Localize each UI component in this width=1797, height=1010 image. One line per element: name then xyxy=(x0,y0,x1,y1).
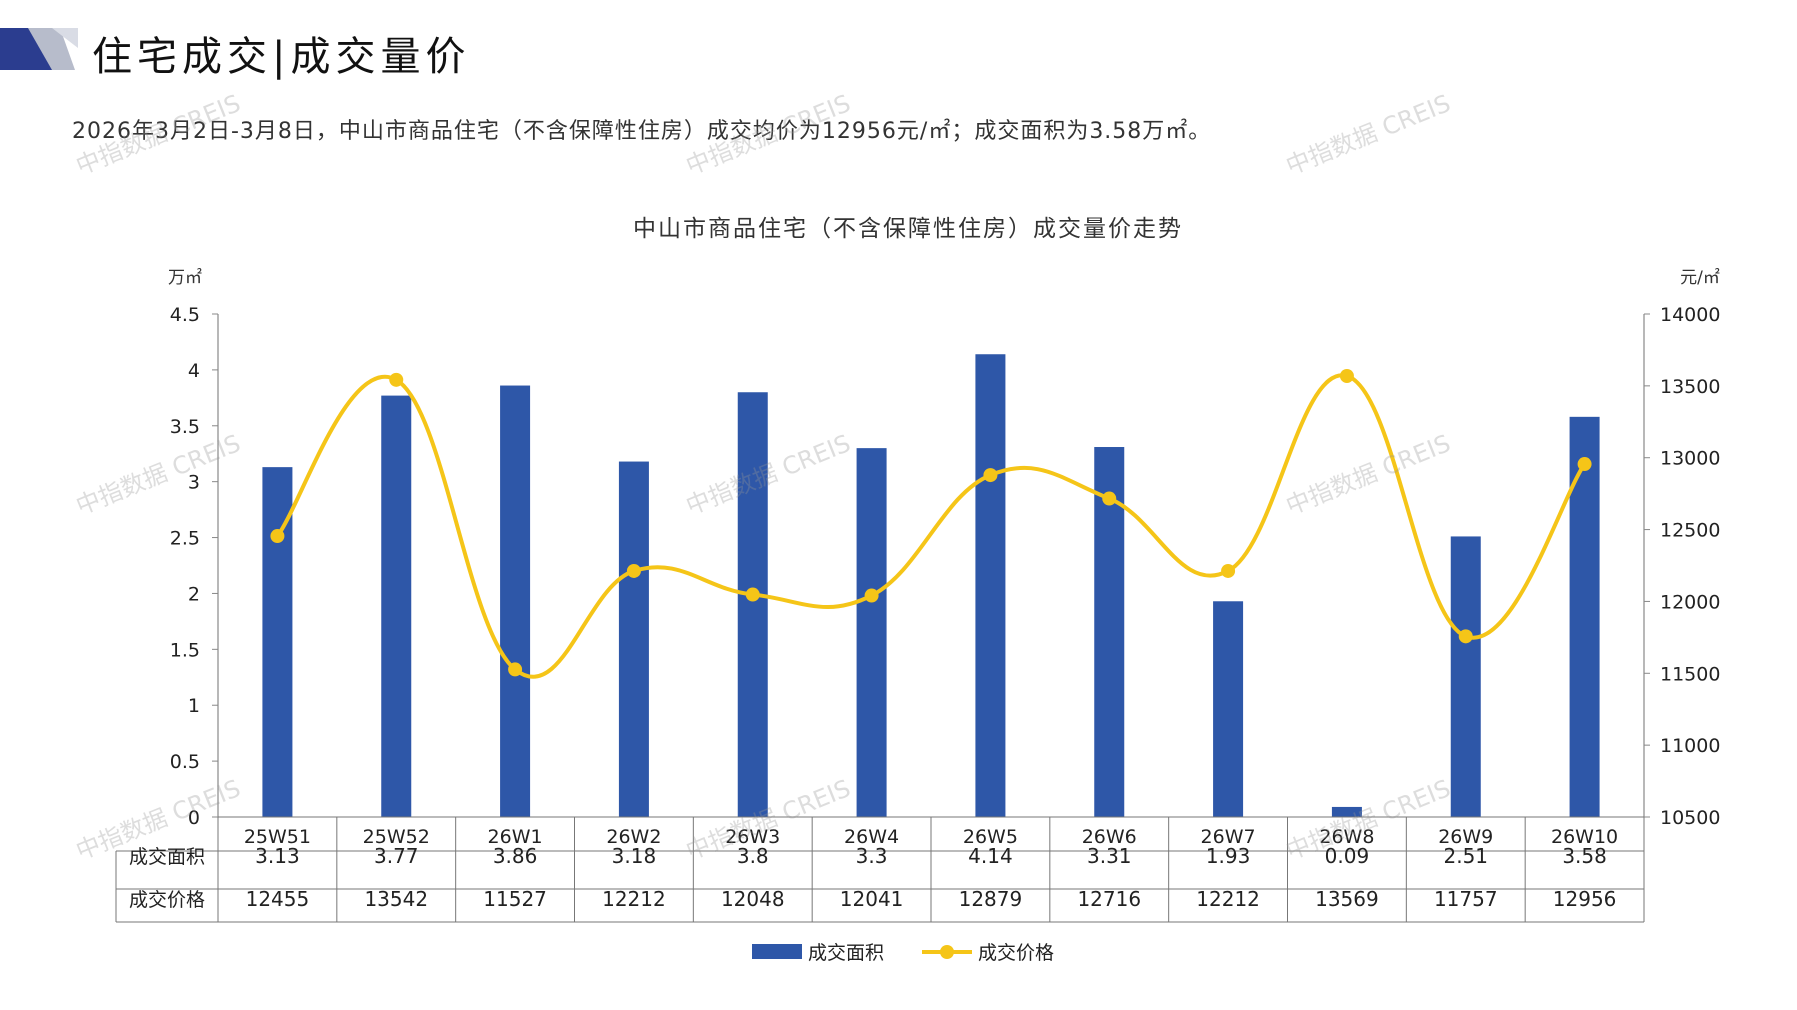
right-tick-label: 13500 xyxy=(1660,376,1720,398)
price-value: 11757 xyxy=(1434,887,1498,911)
right-tick-label: 12000 xyxy=(1660,591,1720,613)
price-point-26W1 xyxy=(508,662,523,677)
category-label: 25W51 xyxy=(244,826,311,848)
right-axis-unit: 元/㎡ xyxy=(1680,268,1720,288)
right-tick-label: 14000 xyxy=(1660,304,1720,326)
price-value: 12212 xyxy=(1196,887,1260,911)
right-tick-label: 12500 xyxy=(1660,520,1720,542)
price-value: 11527 xyxy=(483,887,547,911)
category-label: 26W8 xyxy=(1319,826,1374,848)
price-point-26W6 xyxy=(1102,491,1117,506)
left-tick-label: 3.5 xyxy=(170,416,200,438)
left-tick-label: 1 xyxy=(188,695,200,717)
chart-title: 中山市商品住宅（不含保障性住房）成交量价走势 xyxy=(633,216,1183,242)
price-point-26W4 xyxy=(864,588,879,603)
price-point-26W5 xyxy=(983,468,998,483)
left-tick-label: 2.5 xyxy=(170,528,200,550)
price-point-25W52 xyxy=(389,372,404,387)
area-value: 3.31 xyxy=(1087,844,1132,868)
bar-26W8 xyxy=(1331,806,1362,817)
price-value: 12716 xyxy=(1077,887,1141,911)
axes: 0 0.5 1 1.5 2 2.5 3 3.5 4 4.5 10500 11000 11500 12000… xyxy=(170,304,1721,829)
category-label: 25W52 xyxy=(363,826,430,848)
area-value: 4.14 xyxy=(968,844,1013,868)
price-point-26W10 xyxy=(1577,457,1592,472)
legend: 成交面积 成交价格 xyxy=(752,942,1054,964)
price-value: 12956 xyxy=(1553,887,1617,911)
right-tick-label: 10500 xyxy=(1660,807,1720,829)
area-value: 3.8 xyxy=(737,844,769,868)
bar-26W6 xyxy=(1094,447,1125,817)
price-point-26W7 xyxy=(1221,563,1236,578)
bar-26W5 xyxy=(975,354,1006,817)
area-value: 3.3 xyxy=(856,844,888,868)
price-value: 12212 xyxy=(602,887,666,911)
price-value: 13569 xyxy=(1315,887,1379,911)
category-label: 26W10 xyxy=(1551,826,1618,848)
price-point-26W3 xyxy=(745,587,760,602)
bar-series xyxy=(262,354,1600,817)
row-label-area: 成交面积 xyxy=(129,846,205,868)
bar-26W7 xyxy=(1213,601,1244,817)
area-value: 3.58 xyxy=(1562,844,1607,868)
category-label: 26W2 xyxy=(606,826,661,848)
category-label: 26W9 xyxy=(1438,826,1493,848)
category-label: 26W5 xyxy=(963,826,1018,848)
area-value: 2.51 xyxy=(1443,844,1488,868)
left-tick-label: 0 xyxy=(188,807,200,829)
price-point-26W8 xyxy=(1339,368,1354,383)
summary-text: 2026年3月2日-3月8日，中山市商品住宅（不含保障性住房）成交均价为1295… xyxy=(72,119,1212,144)
category-label: 26W3 xyxy=(725,826,780,848)
price-point-26W2 xyxy=(626,563,641,578)
price-value: 13542 xyxy=(364,887,428,911)
left-tick-label: 0.5 xyxy=(170,751,200,773)
price-line xyxy=(275,373,1587,679)
header-decoration-icon xyxy=(0,28,78,70)
category-label: 26W1 xyxy=(488,826,543,848)
right-tick-label: 13000 xyxy=(1660,448,1720,470)
category-label: 26W4 xyxy=(844,826,899,848)
right-tick-label: 11500 xyxy=(1660,663,1720,685)
legend-label-price: 成交价格 xyxy=(978,942,1054,964)
left-tick-label: 4 xyxy=(188,360,200,382)
price-value: 12879 xyxy=(959,887,1023,911)
left-tick-label: 3 xyxy=(188,472,200,494)
left-axis-unit: 万㎡ xyxy=(168,268,202,288)
area-value: 0.09 xyxy=(1325,844,1370,868)
left-tick-label: 2 xyxy=(188,583,200,605)
bar-26W3 xyxy=(737,392,768,817)
bar-26W10 xyxy=(1569,416,1600,817)
right-tick-label: 11000 xyxy=(1660,735,1720,757)
area-value: 1.93 xyxy=(1206,844,1251,868)
legend-bar-swatch xyxy=(752,944,802,959)
bar-26W9 xyxy=(1450,536,1481,817)
row-label-price: 成交价格 xyxy=(129,889,205,911)
category-label: 26W7 xyxy=(1201,826,1256,848)
price-point-25W51 xyxy=(270,529,285,544)
page-title: 住宅成交|成交量价 xyxy=(92,34,471,80)
bar-26W2 xyxy=(618,461,649,817)
bar-26W1 xyxy=(500,385,531,817)
left-tick-label: 4.5 xyxy=(170,304,200,326)
legend-label-area: 成交面积 xyxy=(808,942,884,964)
price-point-26W9 xyxy=(1458,629,1473,644)
price-value: 12048 xyxy=(721,887,785,911)
price-value: 12041 xyxy=(840,887,904,911)
area-value: 3.77 xyxy=(374,844,419,868)
category-label: 26W6 xyxy=(1082,826,1137,848)
bar-26W4 xyxy=(856,448,887,817)
legend-line-marker xyxy=(940,945,954,959)
line-series xyxy=(270,368,1592,679)
price-value: 12455 xyxy=(246,887,310,911)
area-value: 3.13 xyxy=(255,844,300,868)
area-value: 3.18 xyxy=(612,844,657,868)
bar-25W52 xyxy=(381,395,412,817)
bar-25W51 xyxy=(262,467,293,817)
area-value: 3.86 xyxy=(493,844,538,868)
left-tick-label: 1.5 xyxy=(170,639,200,661)
